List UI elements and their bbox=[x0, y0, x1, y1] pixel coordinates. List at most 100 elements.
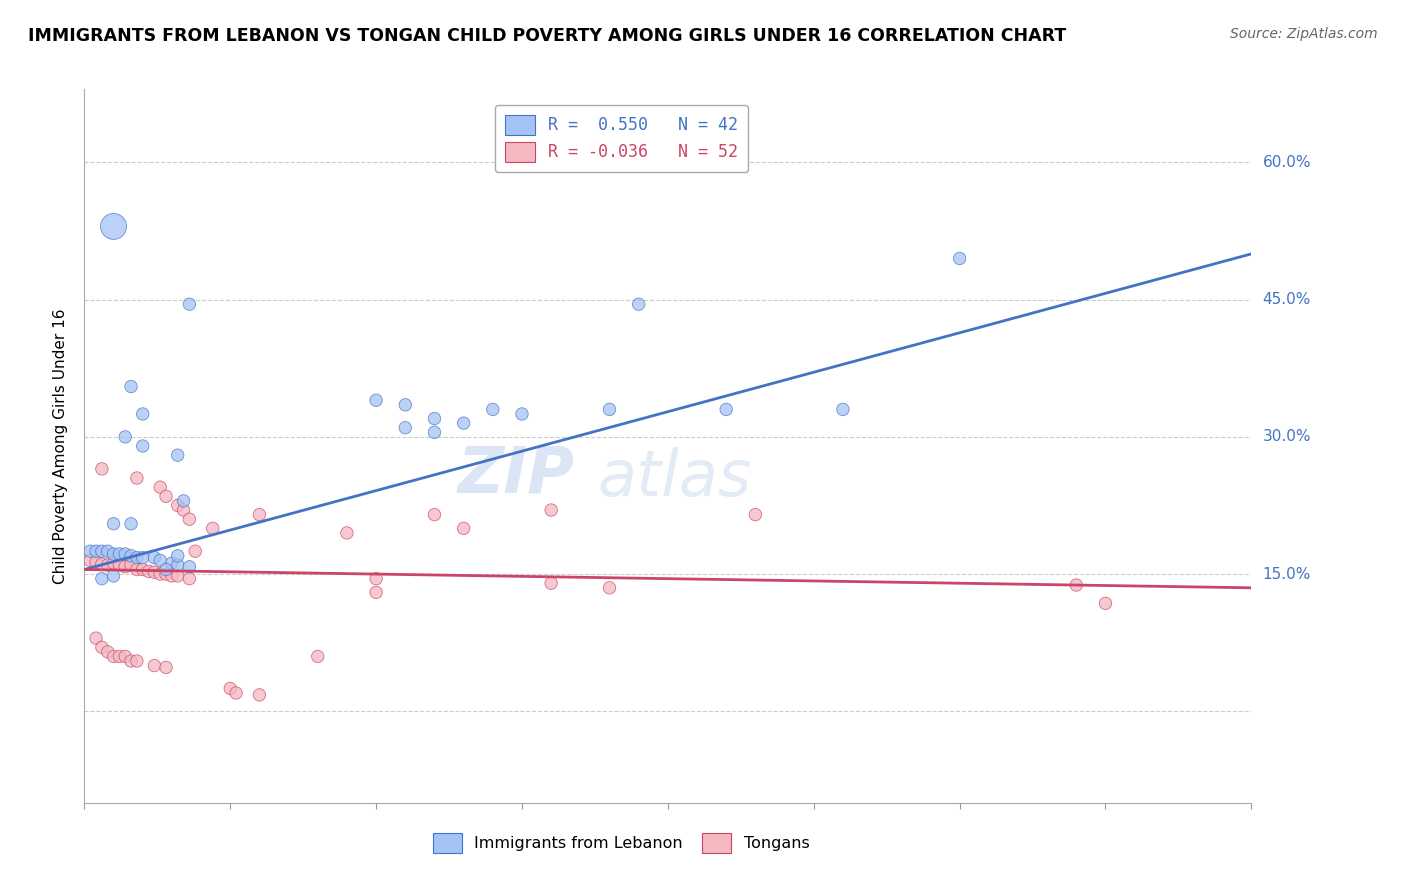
Point bbox=[173, 503, 195, 517]
Point bbox=[103, 219, 125, 234]
Point bbox=[108, 547, 131, 561]
Point bbox=[423, 411, 446, 425]
Point bbox=[336, 525, 359, 540]
Point bbox=[132, 407, 155, 421]
Point bbox=[103, 556, 125, 570]
Point bbox=[247, 688, 270, 702]
Point bbox=[90, 572, 112, 586]
Point bbox=[97, 645, 120, 659]
Text: ZIP: ZIP bbox=[457, 443, 575, 506]
Point bbox=[155, 562, 177, 576]
Point bbox=[453, 416, 475, 430]
Point bbox=[84, 631, 107, 645]
Point bbox=[138, 565, 160, 579]
Point bbox=[90, 640, 112, 655]
Point bbox=[114, 649, 136, 664]
Point bbox=[160, 556, 183, 570]
Point bbox=[79, 544, 101, 558]
Point bbox=[307, 649, 329, 664]
Point bbox=[219, 681, 242, 696]
Text: 15.0%: 15.0% bbox=[1263, 566, 1310, 582]
Point bbox=[394, 420, 416, 434]
Point bbox=[166, 448, 188, 462]
Point bbox=[155, 489, 177, 503]
Point bbox=[120, 558, 142, 572]
Legend: Immigrants from Lebanon, Tongans: Immigrants from Lebanon, Tongans bbox=[426, 827, 815, 859]
Point bbox=[540, 576, 562, 591]
Point bbox=[744, 508, 766, 522]
Point bbox=[103, 516, 125, 531]
Point bbox=[155, 567, 177, 582]
Point bbox=[90, 544, 112, 558]
Point bbox=[149, 553, 172, 567]
Point bbox=[179, 297, 201, 311]
Point bbox=[97, 544, 120, 558]
Point bbox=[166, 569, 188, 583]
Point bbox=[108, 649, 131, 664]
Point bbox=[366, 585, 388, 599]
Point bbox=[155, 660, 177, 674]
Point bbox=[114, 547, 136, 561]
Point bbox=[120, 654, 142, 668]
Point bbox=[247, 508, 270, 522]
Point bbox=[125, 654, 148, 668]
Point bbox=[366, 393, 388, 408]
Point bbox=[149, 567, 172, 582]
Point bbox=[599, 581, 621, 595]
Point bbox=[84, 555, 107, 569]
Point bbox=[143, 566, 166, 580]
Point bbox=[103, 649, 125, 664]
Point bbox=[114, 430, 136, 444]
Point bbox=[225, 686, 247, 700]
Text: IMMIGRANTS FROM LEBANON VS TONGAN CHILD POVERTY AMONG GIRLS UNDER 16 CORRELATION: IMMIGRANTS FROM LEBANON VS TONGAN CHILD … bbox=[28, 27, 1066, 45]
Point bbox=[184, 544, 207, 558]
Point bbox=[132, 439, 155, 453]
Point bbox=[948, 252, 970, 266]
Point bbox=[160, 569, 183, 583]
Point bbox=[166, 549, 188, 563]
Point bbox=[166, 558, 188, 572]
Point bbox=[627, 297, 650, 311]
Point bbox=[120, 549, 142, 563]
Point bbox=[1066, 578, 1088, 592]
Point bbox=[366, 572, 388, 586]
Point bbox=[132, 550, 155, 565]
Point bbox=[120, 379, 142, 393]
Point bbox=[510, 407, 533, 421]
Point bbox=[132, 562, 155, 576]
Point bbox=[179, 572, 201, 586]
Point bbox=[97, 558, 120, 572]
Point bbox=[423, 425, 446, 440]
Point bbox=[120, 516, 142, 531]
Point bbox=[143, 550, 166, 565]
Point bbox=[173, 494, 195, 508]
Text: Source: ZipAtlas.com: Source: ZipAtlas.com bbox=[1230, 27, 1378, 41]
Point bbox=[84, 544, 107, 558]
Text: 45.0%: 45.0% bbox=[1263, 292, 1310, 307]
Point bbox=[149, 480, 172, 494]
Text: 60.0%: 60.0% bbox=[1263, 155, 1310, 169]
Point bbox=[179, 559, 201, 574]
Point bbox=[103, 547, 125, 561]
Point bbox=[143, 658, 166, 673]
Point bbox=[179, 512, 201, 526]
Point bbox=[201, 521, 224, 535]
Point bbox=[125, 471, 148, 485]
Text: atlas: atlas bbox=[598, 447, 752, 509]
Point bbox=[103, 569, 125, 583]
Text: 30.0%: 30.0% bbox=[1263, 429, 1310, 444]
Point bbox=[125, 550, 148, 565]
Point bbox=[540, 503, 562, 517]
Point bbox=[481, 402, 505, 417]
Point bbox=[423, 508, 446, 522]
Point bbox=[114, 559, 136, 574]
Point bbox=[90, 557, 112, 571]
Point bbox=[599, 402, 621, 417]
Point bbox=[1094, 596, 1116, 610]
Point bbox=[79, 553, 101, 567]
Point bbox=[90, 462, 112, 476]
Point bbox=[832, 402, 855, 417]
Point bbox=[166, 499, 188, 513]
Point bbox=[125, 562, 148, 576]
Point bbox=[453, 521, 475, 535]
